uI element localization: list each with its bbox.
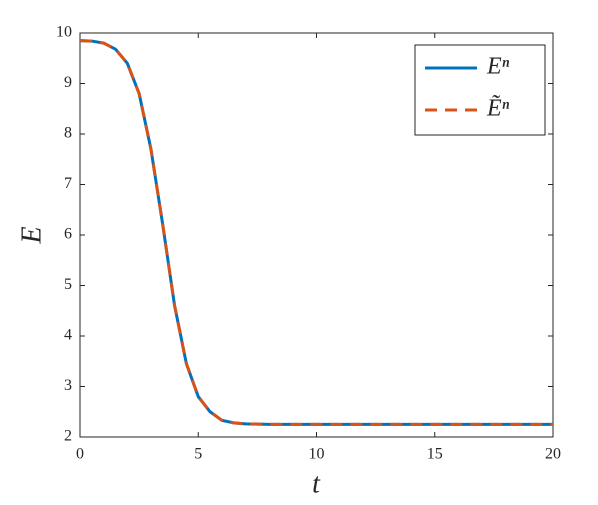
x-tick-label: 20	[545, 446, 561, 463]
legend-box	[414, 44, 546, 136]
legend-label: Eⁿ	[486, 54, 510, 80]
y-tick-label: 8	[64, 125, 72, 142]
y-tick-label: 10	[56, 24, 72, 41]
legend-label: Ẽⁿ	[486, 96, 510, 122]
x-tick-label: 0	[76, 446, 84, 463]
series-line	[79, 39, 553, 426]
y-tick-label: 5	[64, 276, 72, 293]
y-tick-label: 2	[64, 428, 72, 445]
y-axis-label: E	[16, 226, 47, 244]
x-tick-label: 10	[309, 446, 325, 463]
y-tick-label: 6	[64, 226, 72, 243]
y-tick-label: 9	[64, 74, 72, 91]
y-tick-label: 4	[64, 327, 72, 344]
x-axis-label: t	[312, 468, 321, 499]
x-tick-label: 15	[427, 446, 443, 463]
x-tick-label: 5	[194, 446, 202, 463]
y-tick-label: 7	[64, 175, 72, 192]
y-tick-label: 3	[64, 377, 72, 394]
